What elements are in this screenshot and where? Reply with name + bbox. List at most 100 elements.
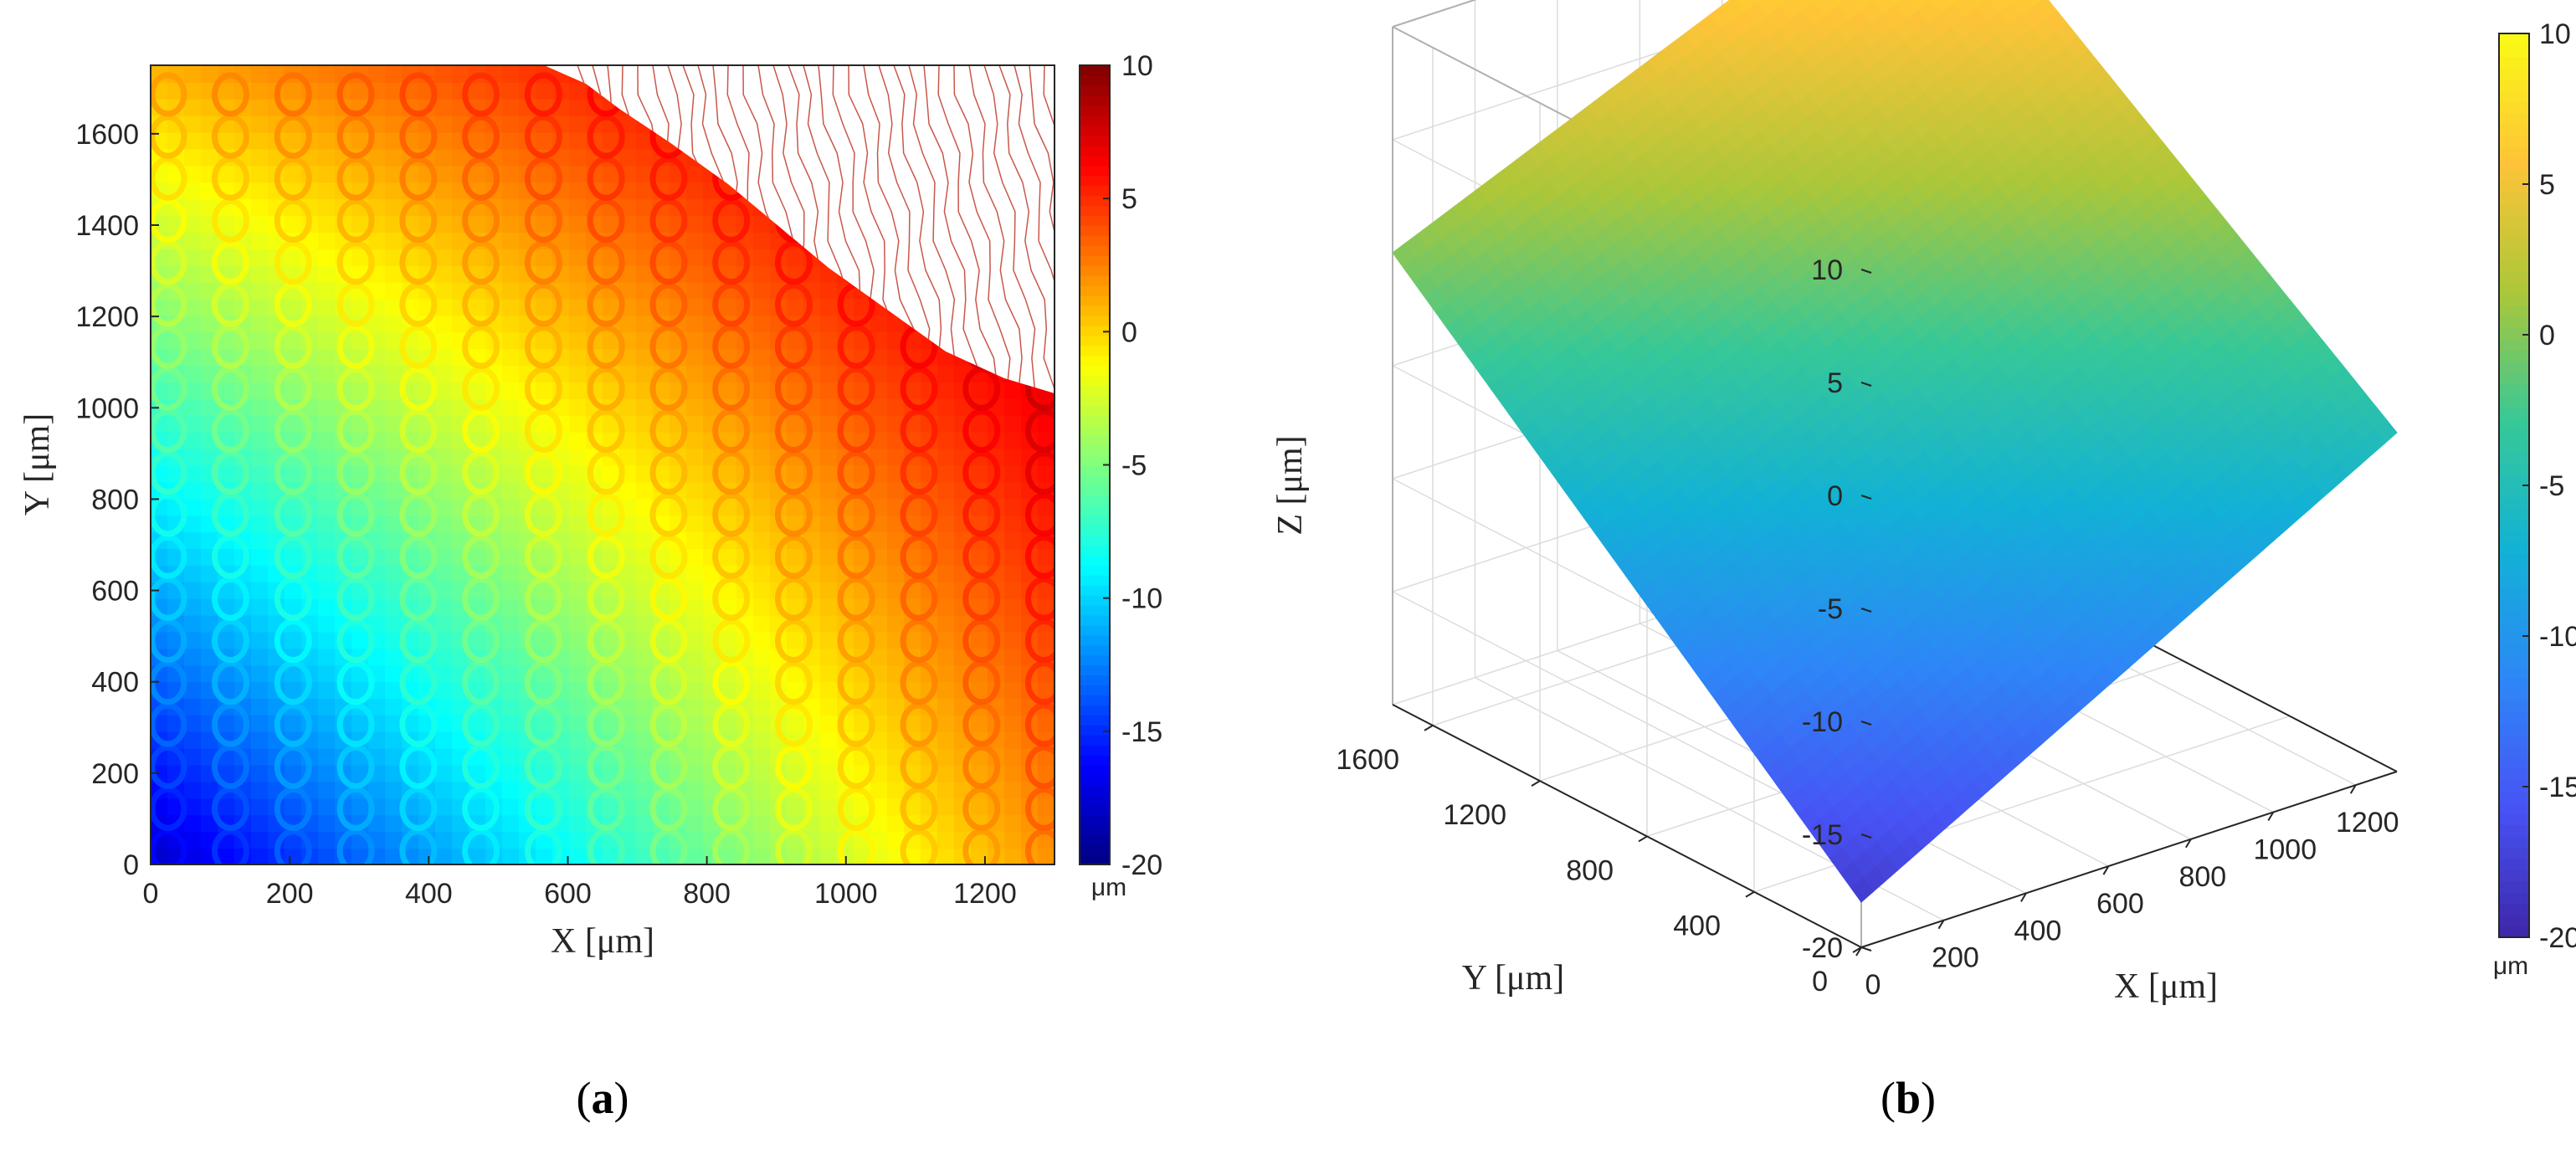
surface-cell xyxy=(569,831,587,849)
surface-cell xyxy=(870,614,888,633)
surface-cell xyxy=(502,398,520,416)
surface-cell xyxy=(686,848,704,864)
colorbar-segment xyxy=(1080,545,1110,556)
surface-cell xyxy=(820,614,838,633)
surface-cell xyxy=(619,315,637,333)
surface-cell xyxy=(352,714,369,732)
surface-cell xyxy=(636,248,654,266)
surface-cell xyxy=(251,631,269,649)
surface-cell xyxy=(686,564,704,582)
surface-cell xyxy=(870,564,888,582)
surface-cell xyxy=(603,165,620,183)
surface-cell xyxy=(469,81,486,100)
surface-cell xyxy=(636,814,654,833)
surface-cell xyxy=(452,398,470,416)
surface-cell xyxy=(870,747,888,766)
surface-cell xyxy=(887,814,905,833)
surface-cell xyxy=(636,798,654,816)
colorbar-segment xyxy=(1080,375,1110,386)
surface-cell xyxy=(820,481,838,500)
surface-cell xyxy=(285,714,302,732)
surface-cell xyxy=(971,431,988,449)
surface-cell xyxy=(1004,714,1022,732)
surface-cell xyxy=(184,182,202,200)
colorbar-segment xyxy=(1080,594,1110,606)
x-tick-label: 1000 xyxy=(814,878,878,910)
surface-cell xyxy=(251,747,269,766)
colorbar-segment xyxy=(1080,505,1110,516)
colorbar-segment xyxy=(1080,195,1110,207)
surface-cell xyxy=(368,365,386,382)
surface-cell xyxy=(184,764,202,782)
surface-cell xyxy=(736,365,754,382)
surface-cell xyxy=(435,498,453,516)
surface-cell xyxy=(201,648,218,666)
surface-cell xyxy=(536,631,553,649)
surface-cell xyxy=(251,581,269,599)
surface-cell xyxy=(619,531,637,549)
surface-cell xyxy=(937,731,955,749)
surface-cell xyxy=(820,448,838,466)
surface-cell xyxy=(352,298,369,316)
colorbar-segment xyxy=(1080,695,1110,705)
colorbar-segment xyxy=(1080,634,1110,646)
surface-cell xyxy=(870,398,888,416)
surface-cell xyxy=(368,698,386,716)
surface-cell xyxy=(435,431,453,449)
surface-cell xyxy=(385,215,403,233)
surface-cell xyxy=(753,515,771,533)
surface-cell xyxy=(184,747,202,766)
colorbar-segment xyxy=(1080,345,1110,356)
surface-cell xyxy=(686,581,704,599)
colorbar-segment xyxy=(1080,295,1110,306)
colorbar-segment xyxy=(1080,844,1110,855)
surface-cell xyxy=(184,698,202,716)
surface-cell xyxy=(251,365,269,382)
x-tick-label: 1200 xyxy=(953,878,1017,910)
surface-cell xyxy=(753,348,771,367)
surface-cell xyxy=(870,698,888,716)
surface-cell xyxy=(686,798,704,816)
surface-cell xyxy=(435,448,453,466)
surface-cell xyxy=(636,464,654,483)
surface-cell xyxy=(720,298,737,316)
colorbar-segment xyxy=(1080,675,1110,686)
surface-cell xyxy=(686,232,704,249)
surface-cell xyxy=(318,365,336,382)
surface-cell xyxy=(184,414,202,433)
y-tick-label: 600 xyxy=(91,576,139,608)
surface-cell xyxy=(469,165,486,183)
surface-cell xyxy=(937,831,955,849)
surface-cell xyxy=(218,131,235,150)
surface-cell xyxy=(385,264,403,283)
surface-cell xyxy=(937,598,955,616)
surface-cell xyxy=(502,298,520,316)
surface-cell xyxy=(452,614,470,633)
surface-cell xyxy=(285,548,302,566)
surface-cell xyxy=(753,232,771,249)
surface-cell xyxy=(904,798,921,816)
surface-cell xyxy=(335,614,352,633)
surface-cell xyxy=(820,764,838,782)
surface-cell xyxy=(937,414,955,433)
surface-cell xyxy=(569,531,587,549)
surface-cell xyxy=(569,398,587,416)
surface-cell xyxy=(686,448,704,466)
surface-cell xyxy=(285,498,302,516)
y-tick-label: 0 xyxy=(123,849,139,881)
surface-cell xyxy=(318,165,336,183)
surface-cell xyxy=(285,165,302,183)
surface-cell xyxy=(368,148,386,167)
surface-cell xyxy=(218,414,235,433)
surface-cell xyxy=(619,398,637,416)
surface-cell xyxy=(502,831,520,849)
surface-cell xyxy=(1004,747,1022,766)
surface-cell xyxy=(787,631,804,649)
surface-cell xyxy=(820,848,838,864)
surface-cell xyxy=(402,464,419,483)
surface-cell xyxy=(971,414,988,433)
surface-cell xyxy=(318,598,336,616)
surface-cell xyxy=(1004,531,1022,549)
